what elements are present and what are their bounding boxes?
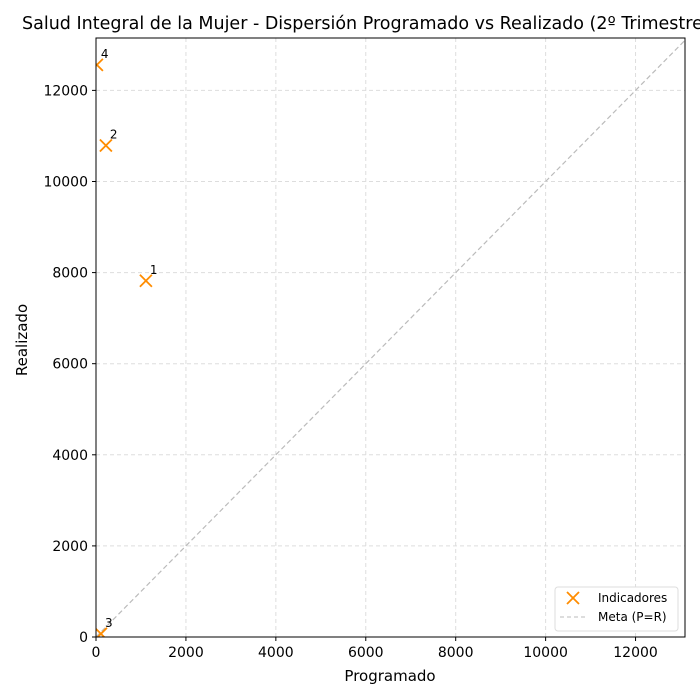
x-tick-label: 0 — [92, 645, 101, 661]
y-tick-label: 6000 — [52, 357, 88, 373]
legend-marker-indicadores — [566, 591, 580, 605]
y-tick-label: 12000 — [43, 83, 88, 99]
legend-label-indicadores: Indicadores — [598, 591, 667, 605]
point-labels: 1 2 3 4 — [101, 47, 158, 630]
y-tick-label: 10000 — [43, 174, 88, 190]
x-tick-label: 4000 — [258, 645, 294, 661]
point-marker-2 — [99, 138, 113, 153]
point-label: 2 — [110, 128, 118, 142]
x-tick-label: 6000 — [348, 645, 384, 661]
x-tick-label: 8000 — [438, 645, 474, 661]
y-tick-label: 2000 — [52, 539, 88, 555]
marker-stroke — [99, 138, 113, 153]
x-tick-label: 2000 — [168, 645, 204, 661]
y-tick-label: 0 — [79, 630, 88, 646]
marker-stroke — [96, 627, 108, 637]
y-axis-label: Realizado — [13, 304, 31, 376]
legend: Indicadores Meta (P=R) — [554, 586, 679, 632]
points-group — [96, 58, 153, 637]
y-tick-label: 8000 — [52, 266, 88, 282]
chart-title: Salud Integral de la Mujer - Dispersión … — [22, 14, 700, 34]
point-label: 1 — [150, 263, 158, 277]
grid — [96, 38, 685, 637]
point-marker-1 — [139, 274, 153, 288]
meta-line-group — [96, 39, 685, 637]
marker-stroke — [96, 58, 104, 68]
point-label: 4 — [101, 47, 109, 61]
meta-line — [96, 39, 685, 637]
point-marker-3 — [96, 627, 108, 637]
x-axis-label: Programado — [344, 667, 435, 685]
point-marker-4 — [96, 58, 104, 72]
ticks: 0 2000 4000 6000 8000 10000 12000 0 2000 4000 6000… — [43, 83, 657, 661]
x-tick-label: 10000 — [523, 645, 568, 661]
point-label: 3 — [105, 616, 113, 630]
legend-label-meta: Meta (P=R) — [598, 610, 667, 624]
x-tick-label: 12000 — [613, 645, 658, 661]
marker-stroke — [139, 274, 153, 288]
y-tick-label: 4000 — [52, 448, 88, 464]
plot-frame — [95, 37, 686, 638]
